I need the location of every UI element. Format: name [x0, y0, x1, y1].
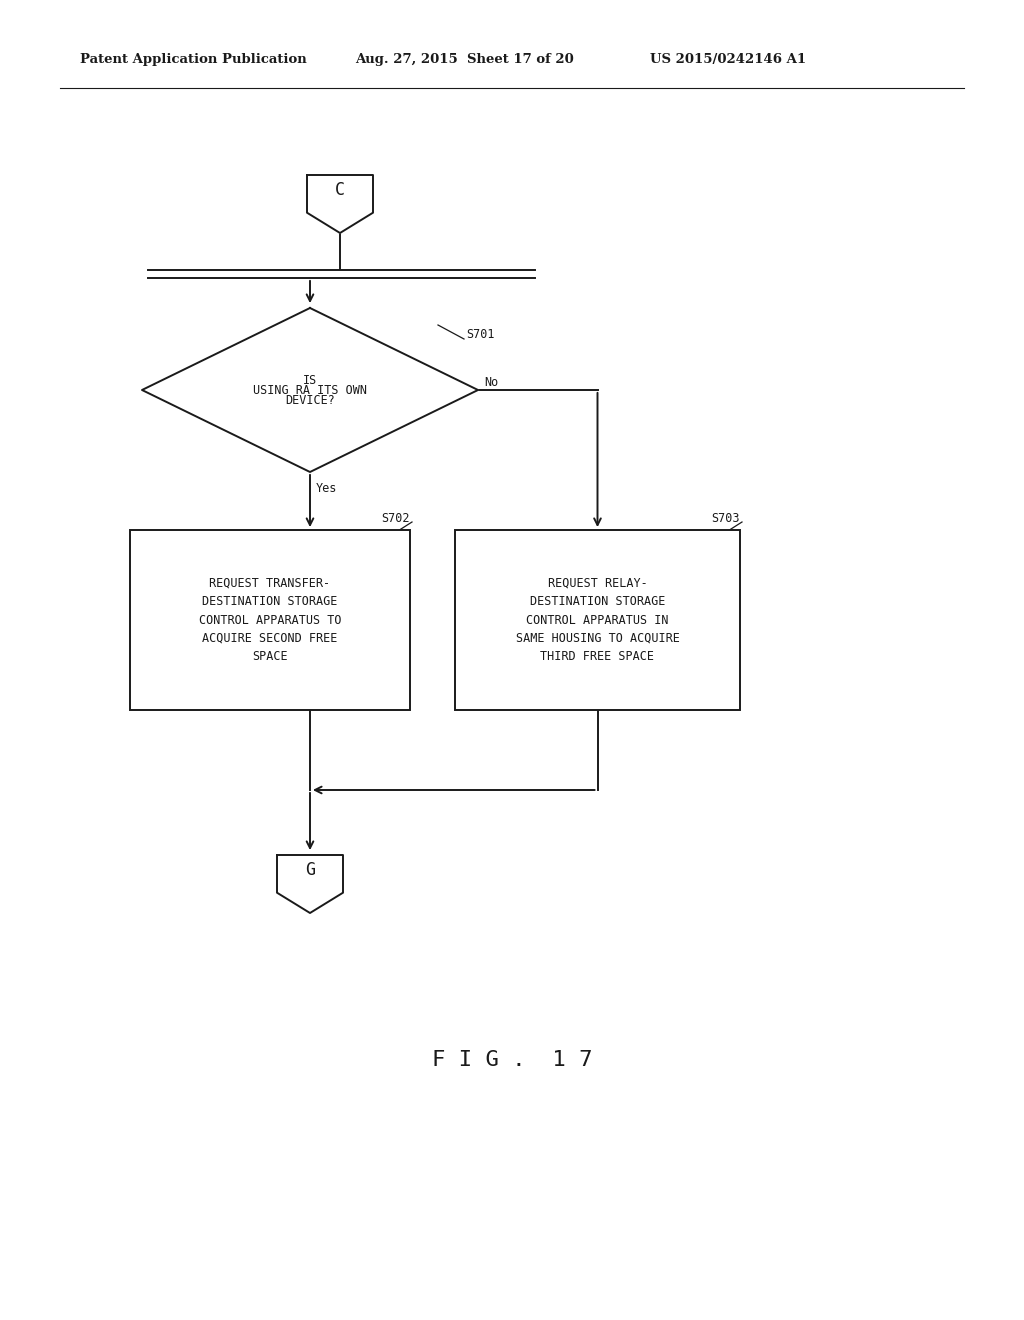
- Text: S703: S703: [712, 511, 740, 524]
- Text: S702: S702: [382, 511, 410, 524]
- Text: Aug. 27, 2015  Sheet 17 of 20: Aug. 27, 2015 Sheet 17 of 20: [355, 54, 573, 66]
- Polygon shape: [278, 855, 343, 913]
- Text: DEVICE?: DEVICE?: [285, 393, 335, 407]
- Text: REQUEST TRANSFER-
DESTINATION STORAGE
CONTROL APPARATUS TO
ACQUIRE SECOND FREE
S: REQUEST TRANSFER- DESTINATION STORAGE CO…: [199, 577, 341, 664]
- Text: REQUEST RELAY-
DESTINATION STORAGE
CONTROL APPARATUS IN
SAME HOUSING TO ACQUIRE
: REQUEST RELAY- DESTINATION STORAGE CONTR…: [515, 577, 680, 664]
- Text: USING RA ITS OWN: USING RA ITS OWN: [253, 384, 367, 396]
- Text: No: No: [484, 375, 499, 388]
- Polygon shape: [142, 308, 478, 473]
- Text: Yes: Yes: [316, 482, 337, 495]
- Bar: [130, 531, 410, 710]
- Text: IS: IS: [303, 374, 317, 387]
- Text: S701: S701: [466, 329, 495, 342]
- Text: Patent Application Publication: Patent Application Publication: [80, 54, 307, 66]
- Bar: [455, 531, 740, 710]
- Text: F I G .  1 7: F I G . 1 7: [432, 1049, 592, 1071]
- Polygon shape: [307, 176, 373, 234]
- Text: G: G: [305, 861, 315, 879]
- Text: C: C: [335, 181, 345, 199]
- Text: US 2015/0242146 A1: US 2015/0242146 A1: [650, 54, 806, 66]
